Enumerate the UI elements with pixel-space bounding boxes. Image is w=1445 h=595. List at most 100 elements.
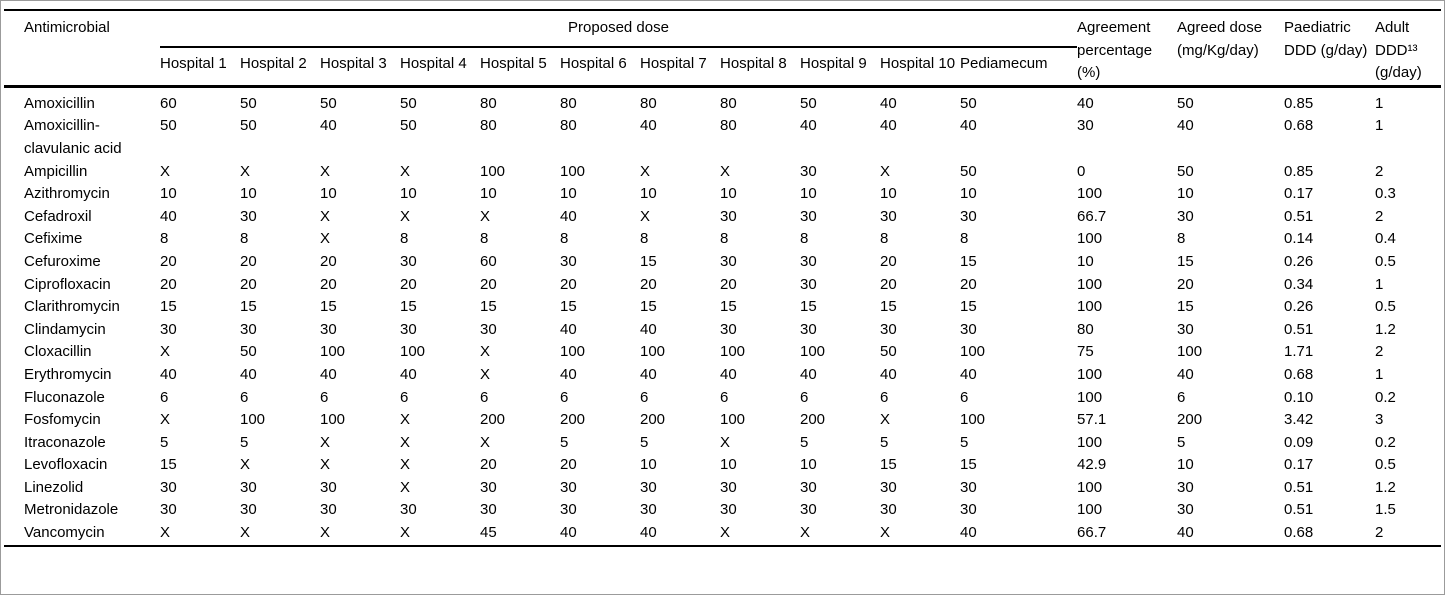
table-row: Vancomycin X X X X 45 40 40 X X X 40 66.7 40 0.68 2: [4, 522, 1441, 546]
summary-column-header: Adult DDD¹³ (g/day): [1375, 10, 1441, 88]
paediatric-ddd-cell: 0.17: [1284, 456, 1314, 474]
agreement-percentage-cell: 100: [1077, 185, 1103, 203]
agreement-percentage-cell: 66.7: [1077, 207, 1107, 225]
dose-cell: X: [240, 524, 251, 542]
adult-ddd-cell: 2: [1375, 207, 1384, 225]
dose-cell: 15: [960, 456, 977, 474]
table-body: Amoxicillin 60 50 50 50 80 80 80 80 50 40 50 40 50 0.8…: [4, 86, 1441, 545]
table-row: Cefadroxil 40 30 X X X 40 X 30 30 30 30 66.7 30 0.51 2: [4, 206, 1441, 229]
dose-cell: 8: [800, 230, 809, 248]
dose-cell: 50: [160, 117, 177, 135]
antimicrobial-name-cell: Itraconazole: [24, 433, 106, 451]
agreed-dose-cell: 15: [1177, 298, 1194, 316]
antimicrobial-name-cell: Levofloxacin: [24, 456, 108, 474]
table-row: Ciprofloxacin 20 20 20 20 20 20 20 20 30 20 20 100 20…: [4, 274, 1441, 297]
antimicrobial-name-cell: Cefixime: [24, 230, 83, 248]
agreement-percentage-cell: 30: [1077, 117, 1094, 135]
paediatric-ddd-cell: 1.71: [1284, 343, 1314, 361]
dose-cell: 20: [480, 456, 497, 474]
dose-column-header: Hospital 2: [240, 47, 320, 88]
dose-cell: 20: [240, 275, 257, 293]
adult-ddd-cell: 1: [1375, 94, 1384, 112]
dose-cell: 100: [400, 343, 426, 361]
dose-cell: 6: [480, 388, 489, 406]
adult-ddd-cell: 0.4: [1375, 230, 1396, 248]
adult-ddd-cell: 1.2: [1375, 320, 1396, 338]
dose-cell: 100: [720, 343, 746, 361]
dose-cell: 8: [400, 230, 409, 248]
dose-cell: 15: [640, 298, 657, 316]
dose-cell: 40: [560, 365, 577, 383]
dose-cell: 30: [720, 501, 737, 519]
table-row: Clindamycin 30 30 30 30 30 40 40 30 30 30 30 80 30 0.5…: [4, 319, 1441, 342]
dose-column-header: Hospital 8: [720, 47, 800, 88]
group-header-row: Antimicrobial Proposed dose Agreement pe…: [4, 10, 1441, 88]
dose-cell: 80: [720, 94, 737, 112]
dose-cell: 40: [960, 365, 977, 383]
antimicrobial-column-header: Antimicrobial: [4, 10, 160, 88]
dose-cell: 10: [160, 185, 177, 203]
dose-cell: X: [400, 524, 411, 542]
table-row: Amoxicillin 60 50 50 50 80 80 80 80 50 40 50 40 50 0.8…: [4, 86, 1441, 115]
dose-cell: 100: [800, 343, 826, 361]
dose-cell: 10: [320, 185, 337, 203]
dose-cell: X: [880, 411, 891, 429]
table-row: Itraconazole 5 5 X X X 5 5 X 5 5 5 100 5 0.09 0.2: [4, 432, 1441, 455]
agreed-dose-cell: 8: [1177, 230, 1186, 248]
paediatric-ddd-cell: 0.14: [1284, 230, 1314, 248]
agreed-dose-cell: 5: [1177, 433, 1186, 451]
dose-cell: 15: [480, 298, 497, 316]
dose-cell: X: [320, 456, 331, 474]
dose-cell: X: [640, 162, 651, 180]
hospital-header-row: Hospital 1 Hospital 2 Hospital 3 Hospital 4…: [4, 47, 1441, 88]
dose-cell: 80: [480, 94, 497, 112]
dose-cell: 50: [240, 117, 257, 135]
dose-cell: 30: [240, 320, 257, 338]
dose-cell: 6: [720, 388, 729, 406]
dose-cell: 40: [880, 365, 897, 383]
dose-cell: 5: [960, 433, 969, 451]
dose-cell: X: [320, 524, 331, 542]
dose-cell: 30: [400, 320, 417, 338]
agreed-dose-cell: 50: [1177, 94, 1194, 112]
dose-cell: 6: [400, 388, 409, 406]
dose-cell: X: [320, 207, 331, 225]
antimicrobial-name-cell: Amoxicillin-clavulanic acid: [24, 117, 122, 157]
dose-cell: 40: [800, 365, 817, 383]
dose-cell: 100: [240, 411, 266, 429]
dose-cell: 15: [880, 298, 897, 316]
antimicrobial-dose-table: Antimicrobial Proposed dose Agreement pe…: [4, 9, 1441, 547]
dose-cell: 40: [560, 320, 577, 338]
dose-cell: 40: [880, 117, 897, 135]
paediatric-ddd-cell: 0.68: [1284, 365, 1314, 383]
proposed-dose-group-header: Proposed dose: [160, 10, 1078, 49]
antimicrobial-name-cell: Amoxicillin: [24, 94, 95, 112]
agreement-percentage-cell: 100: [1077, 230, 1103, 248]
adult-ddd-cell: 1: [1375, 117, 1384, 135]
dose-cell: 5: [160, 433, 169, 451]
agreement-percentage-cell: 42.9: [1077, 456, 1107, 474]
dose-cell: 40: [320, 365, 337, 383]
dose-cell: X: [320, 230, 331, 248]
dose-column-header: Hospital 3: [320, 47, 400, 88]
dose-cell: 50: [800, 94, 817, 112]
agreed-dose-cell: 200: [1177, 411, 1203, 429]
dose-cell: X: [320, 162, 331, 180]
dose-cell: 200: [800, 411, 826, 429]
dose-cell: 30: [960, 501, 977, 519]
dose-cell: 100: [320, 411, 346, 429]
dose-cell: 8: [640, 230, 649, 248]
agreement-percentage-cell: 80: [1077, 320, 1094, 338]
dose-cell: 8: [240, 230, 249, 248]
dose-cell: X: [400, 207, 411, 225]
dose-cell: 6: [960, 388, 969, 406]
antimicrobial-name-cell: Fluconazole: [24, 388, 105, 406]
dose-cell: 6: [800, 388, 809, 406]
dose-cell: 40: [560, 524, 577, 542]
dose-cell: 40: [960, 524, 977, 542]
agreed-dose-cell: 30: [1177, 207, 1194, 225]
agreed-dose-cell: 15: [1177, 252, 1194, 270]
dose-cell: 30: [560, 501, 577, 519]
dose-cell: 6: [560, 388, 569, 406]
dose-cell: 50: [320, 94, 337, 112]
